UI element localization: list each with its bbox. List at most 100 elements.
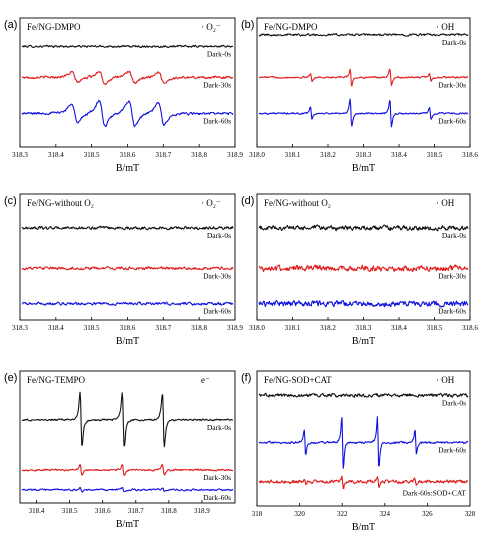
x-tick-label-b-0: 318.0 bbox=[249, 151, 265, 159]
x-tick-label-e-0: 318.4 bbox=[29, 507, 45, 515]
series-label-e-0: Dark-0s bbox=[207, 423, 231, 432]
trace-c-1 bbox=[21, 266, 234, 271]
x-tick-label-f-3: 324 bbox=[380, 510, 391, 518]
panel-title-a: Fe/NG-DMPO bbox=[27, 22, 81, 32]
series-label-f-1: Dark-60s bbox=[438, 446, 466, 455]
x-tick-label-e-1: 318.5 bbox=[62, 507, 78, 515]
plot-frame-c bbox=[19, 193, 236, 321]
x-tick-label-d-5: 318.5 bbox=[427, 324, 443, 332]
x-tick-label-d-2: 318.2 bbox=[320, 324, 336, 332]
panel-label-f: (f) bbox=[241, 372, 251, 384]
x-tick-label-d-0: 318.0 bbox=[249, 324, 265, 332]
x-tick-label-a-1: 318.4 bbox=[48, 151, 64, 159]
x-axis-title-c: B/mT bbox=[116, 336, 139, 347]
x-tick-label-a-0: 318.3 bbox=[12, 151, 28, 159]
x-tick-label-b-4: 318.4 bbox=[391, 151, 407, 159]
trace-d-1 bbox=[258, 264, 469, 273]
trace-f-2 bbox=[259, 475, 469, 490]
series-label-e-2: Dark-60s bbox=[203, 493, 231, 502]
series-label-a-0: Dark-0s bbox=[207, 49, 231, 58]
x-tick-label-f-0: 318 bbox=[252, 510, 263, 518]
series-label-a-1: Dark-30s bbox=[203, 80, 231, 89]
legend-b: · OH bbox=[436, 22, 455, 32]
trace-d-0 bbox=[258, 224, 469, 232]
panel-label-a: (a) bbox=[4, 19, 17, 31]
panel-title-d: Fe/NG-without O₂ bbox=[264, 198, 331, 208]
trace-e-1 bbox=[21, 463, 234, 476]
x-tick-label-e-2: 318.6 bbox=[95, 507, 111, 515]
series-label-c-1: Dark-30s bbox=[203, 271, 231, 280]
plot-frame-f bbox=[256, 370, 471, 507]
x-tick-label-d-1: 318.1 bbox=[285, 324, 301, 332]
x-tick-label-e-3: 318.7 bbox=[128, 507, 144, 515]
trace-b-2 bbox=[258, 98, 469, 128]
x-axis-title-e: B/mT bbox=[116, 519, 139, 530]
legend-e: e⁻ bbox=[201, 375, 210, 385]
x-tick-label-d-6: 318.6 bbox=[462, 324, 478, 332]
x-tick-label-c-6: 318.9 bbox=[227, 324, 243, 332]
series-label-c-2: Dark-60s bbox=[203, 307, 231, 316]
series-label-a-2: Dark-60s bbox=[203, 116, 231, 125]
panel-title-c: Fe/NG-without O₂ bbox=[27, 198, 94, 208]
x-tick-label-c-1: 318.4 bbox=[48, 324, 64, 332]
x-tick-label-f-2: 322 bbox=[337, 510, 348, 518]
trace-c-0 bbox=[21, 225, 234, 231]
x-tick-label-a-4: 318.7 bbox=[155, 151, 171, 159]
x-axis-title-d: B/mT bbox=[352, 336, 375, 347]
x-tick-label-e-4: 318.8 bbox=[161, 507, 177, 515]
plot-frame-e bbox=[19, 370, 236, 504]
x-tick-label-d-4: 318.4 bbox=[391, 324, 407, 332]
trace-d-2 bbox=[258, 299, 469, 308]
series-label-d-1: Dark-30s bbox=[438, 271, 466, 280]
legend-a: · O₂⁻ bbox=[201, 22, 221, 32]
panel-c: (c) Fe/NG-without O₂ · O₂⁻ 318.3 318.4 318.5 3… bbox=[4, 193, 243, 347]
trace-a-1 bbox=[21, 70, 234, 85]
x-tick-label-f-4: 326 bbox=[422, 510, 433, 518]
series-label-e-1: Dark-30s bbox=[203, 473, 231, 482]
trace-a-0 bbox=[21, 44, 234, 49]
panel-a: (a) Fe/NG-DMPO · O₂⁻ 318.3 318.4 318.5 318.6 31… bbox=[4, 17, 243, 174]
trace-e-0 bbox=[21, 391, 234, 448]
panel-e: (e) Fe/NG-TEMPO e⁻ 318.4 318.5 318.6 318.7 318.… bbox=[4, 370, 236, 530]
series-label-b-2: Dark-60s bbox=[438, 116, 466, 125]
x-tick-label-b-5: 318.5 bbox=[427, 151, 443, 159]
x-axis-title-f: B/mT bbox=[352, 522, 375, 533]
panel-b: (b) Fe/NG-DMPO · OH 318.0 318.1 318.2 318.3 318… bbox=[241, 17, 478, 174]
x-tick-label-c-5: 318.8 bbox=[191, 324, 207, 332]
series-label-c-0: Dark-0s bbox=[207, 231, 231, 240]
x-tick-label-d-3: 318.3 bbox=[356, 324, 372, 332]
x-tick-label-c-4: 318.7 bbox=[155, 324, 171, 332]
x-tick-label-b-6: 318.6 bbox=[462, 151, 478, 159]
x-tick-label-c-3: 318.6 bbox=[120, 324, 136, 332]
panel-label-b: (b) bbox=[241, 19, 254, 31]
x-tick-label-a-2: 318.5 bbox=[84, 151, 100, 159]
x-tick-label-e-5: 318.9 bbox=[194, 507, 210, 515]
trace-f-1 bbox=[258, 416, 469, 469]
trace-e-2 bbox=[21, 486, 234, 493]
x-tick-label-f-1: 320 bbox=[294, 510, 305, 518]
series-label-b-0: Dark-0s bbox=[442, 38, 466, 47]
legend-c: · O₂⁻ bbox=[201, 198, 221, 208]
series-label-b-1: Dark-30s bbox=[438, 80, 466, 89]
series-label-f-2: Dark-60s:SOD+CAT bbox=[403, 489, 467, 498]
trace-f-0 bbox=[258, 392, 469, 398]
x-tick-label-b-2: 318.2 bbox=[320, 151, 336, 159]
series-label-d-2: Dark-60s bbox=[438, 307, 466, 316]
panel-label-e: (e) bbox=[4, 372, 17, 384]
x-tick-label-a-3: 318.6 bbox=[120, 151, 136, 159]
x-tick-label-c-2: 318.5 bbox=[84, 324, 100, 332]
panel-label-c: (c) bbox=[4, 195, 17, 207]
panel-title-e: Fe/NG-TEMPO bbox=[27, 375, 85, 385]
x-tick-label-b-1: 318.1 bbox=[285, 151, 301, 159]
panel-title-b: Fe/NG-DMPO bbox=[264, 22, 318, 32]
trace-b-0 bbox=[258, 32, 469, 37]
legend-d: · OH bbox=[436, 198, 455, 208]
x-tick-label-c-0: 318.3 bbox=[12, 324, 28, 332]
series-label-f-0: Dark-0s bbox=[442, 398, 466, 407]
x-axis-title-b: B/mT bbox=[352, 163, 375, 174]
series-label-d-0: Dark-0s bbox=[442, 231, 466, 240]
panel-d: (d) Fe/NG-without O₂ · OH 318.0 318.1 318.2 31… bbox=[241, 193, 478, 347]
legend-f: · OH bbox=[436, 375, 455, 385]
x-tick-label-a-5: 318.8 bbox=[191, 151, 207, 159]
